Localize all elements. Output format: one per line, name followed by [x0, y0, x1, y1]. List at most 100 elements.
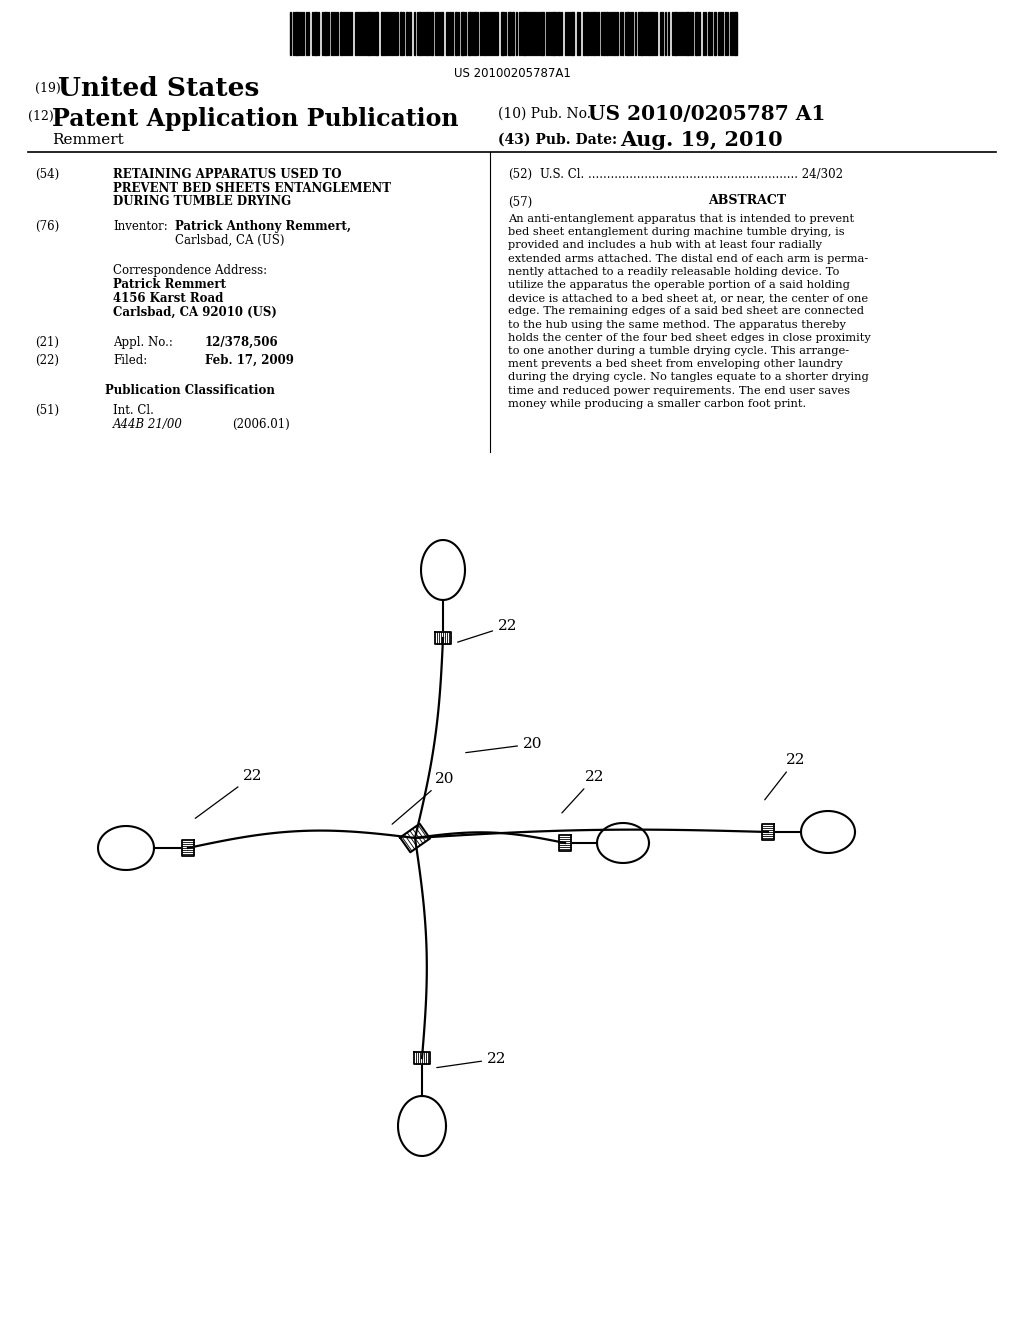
Text: (12): (12): [28, 110, 53, 123]
Text: holds the center of the four bed sheet edges in close proximity: holds the center of the four bed sheet e…: [508, 333, 870, 343]
Text: (22): (22): [35, 354, 59, 367]
Bar: [409, 12, 411, 55]
Bar: [406, 12, 408, 55]
Text: provided and includes a hub with at least four radially: provided and includes a hub with at leas…: [508, 240, 822, 251]
Bar: [400, 12, 402, 55]
Bar: [419, 12, 421, 55]
Bar: [708, 12, 710, 55]
Text: during the drying cycle. No tangles equate to a shorter drying: during the drying cycle. No tangles equa…: [508, 372, 868, 383]
Bar: [340, 12, 342, 55]
Text: Patrick Remmert: Patrick Remmert: [113, 279, 226, 290]
Text: U.S. Cl. ........................................................ 24/302: U.S. Cl. ...............................…: [540, 168, 843, 181]
Bar: [512, 12, 514, 55]
Bar: [523, 12, 526, 55]
Bar: [586, 12, 588, 55]
Text: (52): (52): [508, 168, 532, 181]
Text: RETAINING APPARATUS USED TO: RETAINING APPARATUS USED TO: [113, 168, 341, 181]
Text: Aug. 19, 2010: Aug. 19, 2010: [620, 129, 782, 150]
Text: Feb. 17, 2009: Feb. 17, 2009: [205, 354, 294, 367]
Text: A44B 21/00: A44B 21/00: [113, 418, 183, 432]
Text: time and reduced power requirements. The end user saves: time and reduced power requirements. The…: [508, 385, 850, 396]
Text: Int. Cl.: Int. Cl.: [113, 404, 154, 417]
Text: 22: 22: [765, 752, 806, 800]
Text: 12/378,506: 12/378,506: [205, 337, 279, 348]
Bar: [571, 12, 574, 55]
Text: 20: 20: [466, 737, 543, 752]
Text: nently attached to a readily releasable holding device. To: nently attached to a readily releasable …: [508, 267, 840, 277]
Bar: [508, 12, 511, 55]
Text: An anti-entanglement apparatus that is intended to prevent: An anti-entanglement apparatus that is i…: [508, 214, 854, 224]
Bar: [627, 12, 629, 55]
Text: (51): (51): [35, 404, 59, 417]
Bar: [686, 12, 689, 55]
Text: Filed:: Filed:: [113, 354, 147, 367]
Bar: [324, 12, 327, 55]
Text: 20: 20: [392, 772, 455, 824]
Text: Remmert: Remmert: [52, 133, 124, 147]
Text: bed sheet entanglement during machine tumble drying, is: bed sheet entanglement during machine tu…: [508, 227, 845, 238]
Bar: [714, 12, 716, 55]
Bar: [501, 12, 504, 55]
Text: (57): (57): [508, 195, 532, 209]
Text: (21): (21): [35, 337, 59, 348]
Bar: [375, 12, 378, 55]
Bar: [640, 12, 643, 55]
Bar: [381, 12, 383, 55]
Bar: [695, 12, 698, 55]
Text: ment prevents a bed sheet from enveloping other laundry: ment prevents a bed sheet from envelopin…: [508, 359, 843, 370]
Bar: [295, 12, 298, 55]
Bar: [616, 12, 618, 55]
Text: (43) Pub. Date:: (43) Pub. Date:: [498, 133, 617, 147]
Text: utilize the apparatus the operable portion of a said holding: utilize the apparatus the operable porti…: [508, 280, 850, 290]
Text: 22: 22: [458, 619, 517, 642]
Text: (2006.01): (2006.01): [232, 418, 290, 432]
Bar: [426, 12, 428, 55]
Bar: [552, 12, 555, 55]
Bar: [314, 12, 317, 55]
Text: 4156 Karst Road: 4156 Karst Road: [113, 292, 223, 305]
Bar: [558, 12, 560, 55]
Bar: [603, 12, 605, 55]
Text: Publication Classification: Publication Classification: [105, 384, 274, 397]
Text: (10) Pub. No.:: (10) Pub. No.:: [498, 107, 596, 121]
Text: US 20100205787A1: US 20100205787A1: [454, 67, 570, 81]
Bar: [455, 12, 457, 55]
Bar: [648, 12, 650, 55]
Bar: [674, 12, 677, 55]
Text: money while producing a smaller carbon foot print.: money while producing a smaller carbon f…: [508, 399, 806, 409]
Text: DURING TUMBLE DRYING: DURING TUMBLE DRYING: [113, 195, 291, 209]
Bar: [583, 12, 585, 55]
Bar: [593, 12, 595, 55]
Text: Carlsbad, CA (US): Carlsbad, CA (US): [175, 234, 285, 247]
Text: Appl. No.:: Appl. No.:: [113, 337, 173, 348]
Text: extended arms attached. The distal end of each arm is perma-: extended arms attached. The distal end o…: [508, 253, 868, 264]
Text: (76): (76): [35, 220, 59, 234]
Text: 22: 22: [196, 770, 262, 818]
Text: ABSTRACT: ABSTRACT: [708, 194, 786, 207]
Bar: [441, 12, 443, 55]
Bar: [384, 12, 386, 55]
Bar: [468, 12, 471, 55]
Bar: [367, 12, 370, 55]
Text: device is attached to a bed sheet at, or near, the center of one: device is attached to a bed sheet at, or…: [508, 293, 868, 304]
Bar: [461, 12, 464, 55]
Text: 22: 22: [437, 1052, 507, 1068]
Bar: [651, 12, 653, 55]
Bar: [734, 12, 737, 55]
Text: 22: 22: [562, 770, 604, 813]
Text: to the hub using the same method. The apparatus thereby: to the hub using the same method. The ap…: [508, 319, 846, 330]
Text: PREVENT BED SHEETS ENTANGLEMENT: PREVENT BED SHEETS ENTANGLEMENT: [113, 181, 391, 194]
Bar: [484, 12, 486, 55]
Text: (54): (54): [35, 168, 59, 181]
Text: edge. The remaining edges of a said bed sheet are connected: edge. The remaining edges of a said bed …: [508, 306, 864, 317]
Text: Inventor:: Inventor:: [113, 220, 168, 234]
Bar: [606, 12, 608, 55]
Text: to one another during a tumble drying cycle. This arrange-: to one another during a tumble drying cy…: [508, 346, 849, 356]
Bar: [613, 12, 615, 55]
Text: Patrick Anthony Remmert,: Patrick Anthony Remmert,: [175, 220, 351, 234]
Text: US 2010/0205787 A1: US 2010/0205787 A1: [588, 104, 825, 124]
Bar: [474, 12, 476, 55]
Bar: [431, 12, 433, 55]
Text: Patent Application Publication: Patent Application Publication: [52, 107, 459, 131]
Bar: [541, 12, 544, 55]
